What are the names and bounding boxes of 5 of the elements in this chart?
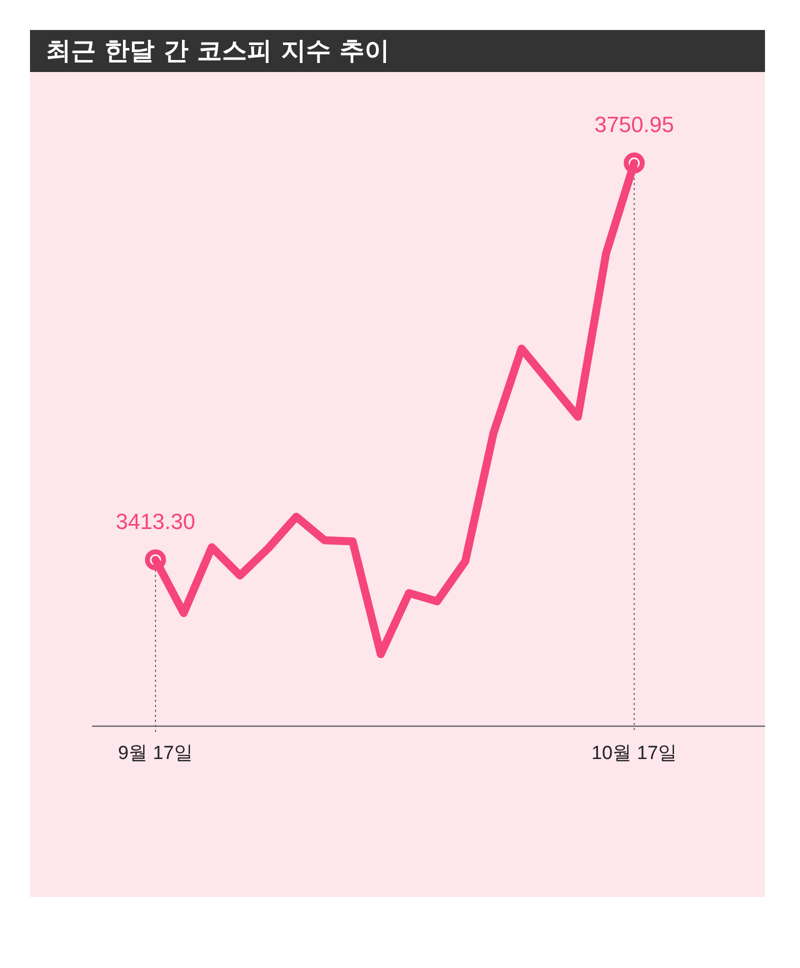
data-label: 3413.30	[116, 508, 196, 534]
chart-title: 최근 한달 간 코스피 지수 추이	[30, 30, 765, 72]
x-tick-label: 9월 17일	[118, 742, 193, 764]
x-tick-label: 10월 17일	[591, 742, 677, 764]
data-label: 3750.95	[594, 112, 674, 138]
